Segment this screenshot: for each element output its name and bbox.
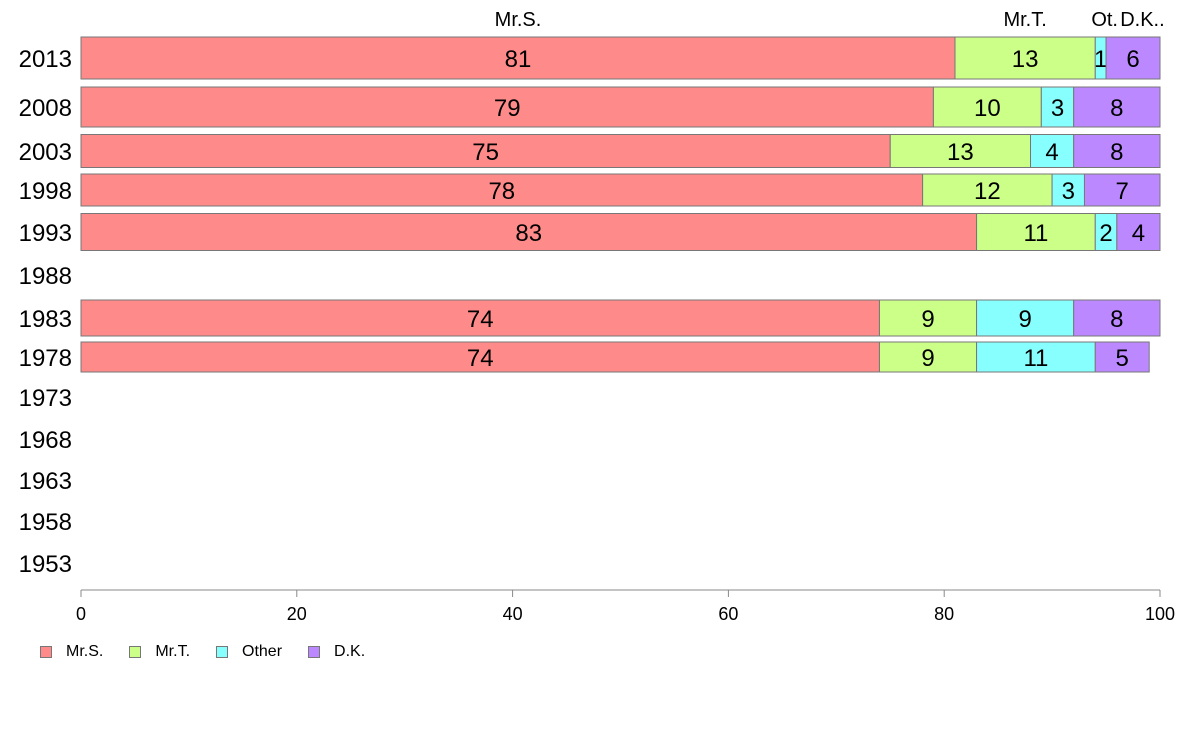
bar-segment bbox=[878, 341, 978, 373]
year-label: 2003 bbox=[19, 139, 72, 166]
data-label: 12 bbox=[974, 178, 1001, 205]
bar-segment bbox=[1105, 36, 1161, 80]
data-label: 74 bbox=[467, 345, 494, 372]
year-label: 1978 bbox=[19, 345, 72, 372]
data-label: 5 bbox=[1116, 345, 1129, 372]
bar-segment bbox=[1051, 173, 1085, 207]
bar-segment bbox=[1030, 134, 1075, 168]
legend-item: Mr.S. bbox=[40, 643, 103, 661]
legend: Mr.S. Mr.T. Other D.K. bbox=[40, 643, 391, 661]
data-label: 13 bbox=[947, 139, 974, 166]
data-label: 74 bbox=[467, 306, 494, 333]
bar-segment bbox=[80, 341, 880, 373]
data-label: 2 bbox=[1099, 220, 1112, 247]
legend-item: Other bbox=[216, 643, 282, 661]
data-label: 78 bbox=[488, 178, 515, 205]
year-label: 1973 bbox=[19, 385, 72, 412]
legend-swatch bbox=[129, 646, 142, 658]
top-series-label: Ot. bbox=[1091, 9, 1118, 31]
year-label: 1963 bbox=[19, 468, 72, 495]
legend-swatch bbox=[40, 646, 52, 658]
year-label: 2008 bbox=[19, 95, 72, 122]
bar-segment bbox=[80, 173, 924, 207]
bar-segment bbox=[1073, 299, 1161, 337]
legend-label: Mr.S. bbox=[66, 643, 104, 660]
data-label: 9 bbox=[921, 306, 934, 333]
bar-segment bbox=[80, 36, 956, 80]
data-label: 11 bbox=[1023, 345, 1048, 372]
data-label: 81 bbox=[505, 46, 532, 73]
data-label: 3 bbox=[1062, 178, 1075, 205]
bar-segment bbox=[889, 134, 1032, 168]
data-label: 79 bbox=[494, 95, 521, 122]
data-label: 8 bbox=[1110, 139, 1123, 166]
year-label: 1958 bbox=[19, 509, 72, 536]
year-label: 1993 bbox=[19, 220, 72, 247]
year-label: 1968 bbox=[19, 427, 72, 454]
data-label: 7 bbox=[1116, 178, 1129, 205]
data-label: 3 bbox=[1051, 95, 1064, 122]
x-tick-label: 60 bbox=[718, 604, 738, 624]
top-series-label: Mr.T. bbox=[1003, 9, 1046, 31]
legend-label: Mr.T. bbox=[155, 643, 191, 660]
bar-segment bbox=[1040, 86, 1075, 128]
bar-segment bbox=[976, 341, 1096, 373]
legend-swatch bbox=[216, 646, 229, 658]
x-tick-label: 40 bbox=[503, 604, 523, 624]
data-label: 8 bbox=[1110, 95, 1123, 122]
bar-segment bbox=[80, 299, 880, 337]
bar-segment bbox=[1094, 341, 1150, 373]
x-tick-label: 0 bbox=[76, 604, 86, 624]
legend-item: D.K. bbox=[308, 643, 365, 661]
x-tick-label: 100 bbox=[1145, 604, 1175, 624]
data-label: 10 bbox=[974, 95, 1001, 122]
bar-segment bbox=[954, 36, 1096, 80]
data-label: 9 bbox=[1018, 306, 1031, 333]
legend-label: Other bbox=[242, 643, 283, 660]
data-label: 8 bbox=[1110, 306, 1123, 333]
top-series-label: Mr.S. bbox=[495, 9, 542, 31]
bar-segment bbox=[1116, 213, 1161, 251]
bar-segment bbox=[1073, 86, 1161, 128]
bar-segment bbox=[1083, 173, 1161, 207]
legend-label: D.K. bbox=[334, 643, 366, 660]
bar-segment bbox=[1073, 134, 1161, 168]
year-label: 1998 bbox=[19, 178, 72, 205]
year-label: 1988 bbox=[19, 263, 72, 290]
data-label: 75 bbox=[472, 139, 499, 166]
bar-segment bbox=[922, 173, 1053, 207]
bar-segment bbox=[878, 299, 978, 337]
data-label: 4 bbox=[1045, 139, 1058, 166]
year-label: 1953 bbox=[19, 551, 72, 578]
bar-segment bbox=[932, 86, 1042, 128]
data-label: 6 bbox=[1126, 46, 1139, 73]
data-label: 4 bbox=[1132, 220, 1145, 247]
year-label: 1983 bbox=[19, 306, 72, 333]
x-tick-label: 20 bbox=[287, 604, 307, 624]
data-label: 11 bbox=[1023, 220, 1048, 247]
legend-item: Mr.T. bbox=[129, 643, 190, 661]
data-label: 1 bbox=[1094, 46, 1107, 73]
bar-segment bbox=[80, 134, 891, 168]
year-label: 2013 bbox=[19, 46, 72, 73]
x-tick-label: 80 bbox=[934, 604, 954, 624]
top-series-label: D.K.. bbox=[1120, 9, 1164, 31]
data-label: 13 bbox=[1012, 46, 1039, 73]
legend-swatch bbox=[308, 646, 321, 658]
data-label: 83 bbox=[515, 220, 542, 247]
data-label: 9 bbox=[921, 345, 934, 372]
